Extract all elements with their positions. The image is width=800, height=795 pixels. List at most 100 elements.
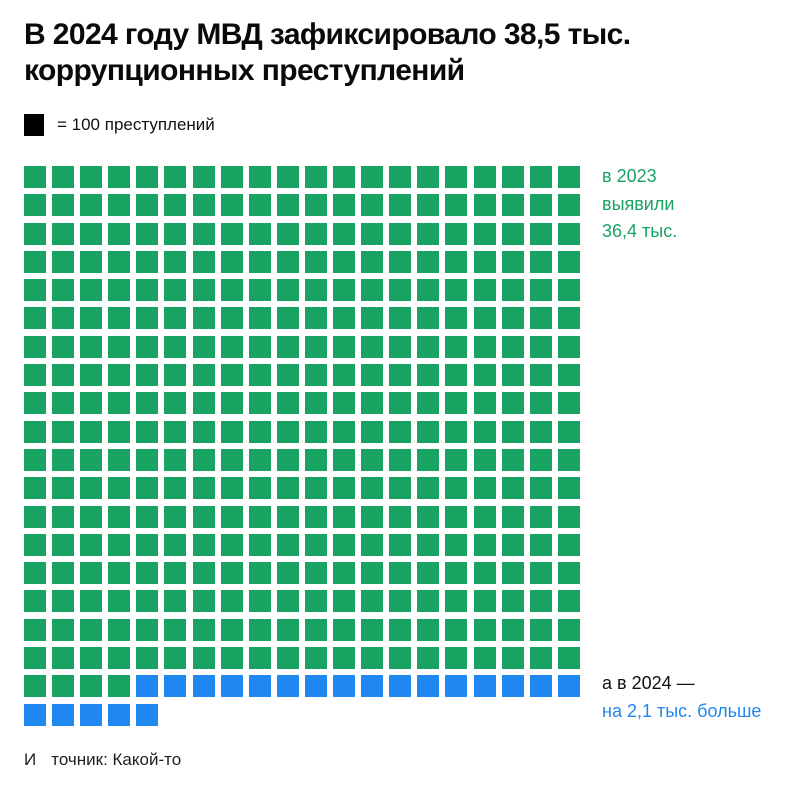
- waffle-square-2024-extra: [108, 703, 131, 726]
- waffle-square-2023: [80, 279, 103, 302]
- waffle-square-2023: [220, 647, 243, 670]
- waffle-square-2023: [529, 590, 552, 613]
- waffle-square-2023: [417, 364, 440, 387]
- waffle-square-2023: [108, 194, 131, 217]
- waffle-square-2023: [52, 590, 75, 613]
- waffle-square-2023: [304, 335, 327, 358]
- waffle-square-2023: [361, 505, 384, 528]
- chart-title-line1: В 2024 году МВД зафиксировало 38,5 тыс.: [24, 18, 631, 51]
- waffle-square-2023: [192, 505, 215, 528]
- waffle-square-2023: [276, 335, 299, 358]
- waffle-square-2023: [192, 392, 215, 415]
- waffle-square-2023: [501, 194, 524, 217]
- annotation-2023-line1: в 2023: [602, 166, 657, 186]
- waffle-square-2023: [557, 364, 580, 387]
- legend-square-icon: [24, 114, 44, 136]
- waffle-square-2024-extra: [220, 675, 243, 698]
- waffle-square-2023: [501, 420, 524, 443]
- waffle-square-2023: [304, 477, 327, 500]
- waffle-square-2023: [473, 505, 496, 528]
- waffle-square-2023: [529, 647, 552, 670]
- waffle-square-2023: [164, 166, 187, 188]
- waffle-square-2023: [80, 590, 103, 613]
- waffle-square-2023: [192, 250, 215, 273]
- waffle-square-2023: [164, 335, 187, 358]
- waffle-square-2023: [389, 562, 412, 585]
- waffle-square-2024-extra: [52, 703, 75, 726]
- waffle-square-2023: [529, 477, 552, 500]
- waffle-square-2023: [361, 618, 384, 641]
- waffle-square-2024-extra: [445, 675, 468, 698]
- waffle-square-2023: [52, 250, 75, 273]
- waffle-square-2023: [80, 166, 103, 188]
- waffle-square-2023: [136, 533, 159, 556]
- waffle-square-2023: [445, 590, 468, 613]
- waffle-square-2023: [557, 618, 580, 641]
- waffle-square-2023: [80, 675, 103, 698]
- waffle-square-2024-extra: [501, 675, 524, 698]
- waffle-square-2023: [108, 505, 131, 528]
- waffle-square-2023: [136, 279, 159, 302]
- waffle-square-2023: [473, 364, 496, 387]
- waffle-square-2023: [192, 562, 215, 585]
- waffle-square-2024-extra: [24, 703, 46, 726]
- waffle-square-2023: [52, 675, 75, 698]
- waffle-square-2023: [473, 335, 496, 358]
- waffle-square-2023: [108, 533, 131, 556]
- waffle-square-2023: [248, 166, 271, 188]
- waffle-square-2023: [276, 647, 299, 670]
- waffle-square-2023: [529, 364, 552, 387]
- waffle-square-2023: [501, 590, 524, 613]
- waffle-square-2023: [557, 533, 580, 556]
- waffle-square-2023: [501, 335, 524, 358]
- waffle-square-2023: [333, 647, 356, 670]
- waffle-square-2023: [248, 420, 271, 443]
- waffle-square-2023: [80, 647, 103, 670]
- waffle-square-2023: [501, 279, 524, 302]
- waffle-square-2023: [389, 533, 412, 556]
- waffle-square-2023: [276, 307, 299, 330]
- waffle-square-2024-extra: [557, 675, 580, 698]
- waffle-square-2023: [389, 477, 412, 500]
- waffle-square-2023: [501, 477, 524, 500]
- waffle-square-2023: [108, 279, 131, 302]
- waffle-square-2023: [136, 477, 159, 500]
- waffle-square-2023: [164, 250, 187, 273]
- waffle-square-2023: [164, 562, 187, 585]
- waffle-square-2023: [24, 335, 46, 358]
- waffle-square-2023: [417, 562, 440, 585]
- waffle-square-2023: [304, 533, 327, 556]
- waffle-square-2023: [417, 420, 440, 443]
- waffle-square-2023: [220, 335, 243, 358]
- waffle-square-2023: [445, 392, 468, 415]
- waffle-square-2023: [80, 533, 103, 556]
- waffle-square-2023: [445, 250, 468, 273]
- waffle-square-2023: [361, 420, 384, 443]
- waffle-square-2023: [24, 562, 46, 585]
- waffle-square-2023: [445, 618, 468, 641]
- waffle-square-2023: [361, 392, 384, 415]
- waffle-square-2023: [80, 505, 103, 528]
- waffle-square-2023: [473, 222, 496, 245]
- waffle-square-2023: [304, 562, 327, 585]
- waffle-square-2023: [192, 166, 215, 188]
- waffle-square-2023: [501, 392, 524, 415]
- waffle-square-2023: [220, 533, 243, 556]
- waffle-square-2023: [164, 477, 187, 500]
- waffle-square-2023: [473, 250, 496, 273]
- waffle-square-2023: [333, 562, 356, 585]
- waffle-square-2023: [529, 420, 552, 443]
- waffle-square-2023: [333, 477, 356, 500]
- waffle-square-2023: [557, 562, 580, 585]
- waffle-square-2023: [389, 420, 412, 443]
- waffle-square-2023: [248, 335, 271, 358]
- waffle-square-2023: [80, 562, 103, 585]
- waffle-square-2023: [333, 307, 356, 330]
- waffle-square-2023: [276, 448, 299, 471]
- waffle-square-2023: [333, 364, 356, 387]
- waffle-square-2023: [473, 279, 496, 302]
- waffle-square-2023: [24, 448, 46, 471]
- waffle-square-2023: [108, 647, 131, 670]
- waffle-square-2023: [417, 166, 440, 188]
- waffle-square-2023: [529, 222, 552, 245]
